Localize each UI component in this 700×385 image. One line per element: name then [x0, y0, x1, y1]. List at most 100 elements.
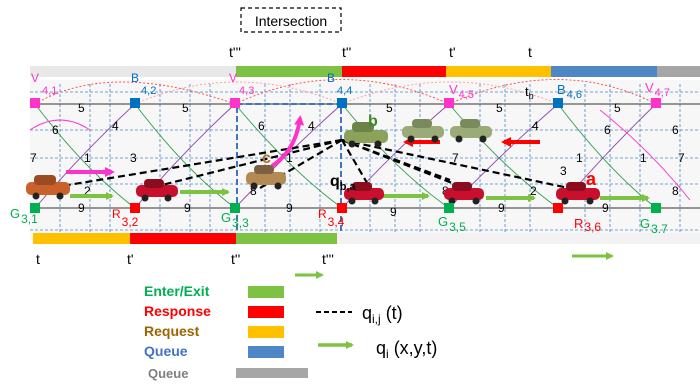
node-r36: R3,6 [553, 203, 601, 234]
vehicle-label-b: b [368, 113, 378, 130]
legend-item-enter-exit: Enter/Exit [144, 283, 284, 299]
car-a [556, 182, 600, 205]
bottom-timeline-bar [33, 233, 700, 244]
svg-text:qi,j (t): qi,j (t) [362, 303, 403, 326]
cell-number: 1 [84, 151, 91, 165]
svg-text:G3,1: G3,1 [10, 206, 38, 226]
bottom-bar-request [33, 233, 130, 244]
cell-number: 6 [672, 123, 679, 137]
svg-text:Queue: Queue [144, 343, 188, 359]
node-g33: G3,3 [221, 203, 249, 230]
top-time-labels: t''' t'' t' t [229, 44, 532, 60]
bottom-bar-response [130, 233, 236, 244]
svg-text:V4,1: V4,1 [31, 71, 57, 97]
node-b42: B4,2 [130, 71, 156, 108]
legend: Enter/Exit Response Request Queue Queue … [144, 283, 437, 381]
cell-number: 5 [386, 101, 393, 115]
node-v41: V4,1 [30, 71, 57, 108]
node-v45: V4,5 [444, 82, 474, 108]
tb-label: tb [525, 84, 534, 101]
cell-number: 4 [532, 119, 539, 133]
cell-number: 9 [390, 205, 397, 219]
svg-text:Enter/Exit: Enter/Exit [144, 283, 210, 299]
cell-number: 9 [78, 201, 85, 215]
cell-number: 3 [560, 164, 567, 178]
top-timeline-bar [30, 66, 700, 77]
cell-number: 9 [498, 201, 505, 215]
bottom-time-label: t'' [231, 251, 240, 267]
vehicle-label-a: a [586, 169, 597, 189]
lane-grid [30, 84, 700, 236]
top-bar-queue-gray [657, 66, 700, 77]
car-red-mid [444, 182, 484, 205]
svg-text:V4,3: V4,3 [229, 71, 254, 97]
cell-number: 7 [30, 151, 37, 165]
cell-number: 5 [496, 101, 503, 115]
cell-number: 4 [308, 119, 315, 133]
top-time-label: t [528, 44, 532, 60]
node-g37: G3,7 [640, 203, 668, 236]
svg-text:G3,5: G3,5 [438, 214, 466, 234]
legend-green-arrow: qi (x,y,t) [318, 338, 437, 361]
bottom-time-label: t''' [322, 251, 334, 267]
cell-number: 9 [184, 201, 191, 215]
cell-number: 6 [258, 119, 265, 133]
top-bar-queue-blue [551, 66, 657, 77]
legend-item-queue-blue: Queue [144, 343, 284, 359]
cell-number: 9 [602, 201, 609, 215]
node-v43: V4,3 [229, 71, 254, 108]
node-r32: R3,2 [112, 203, 140, 229]
svg-text:R3,4: R3,4 [318, 207, 345, 229]
svg-text:Response: Response [144, 303, 211, 319]
bottom-time-labels: t t' t'' t''' [36, 251, 334, 267]
cell-number: 5 [78, 101, 85, 115]
cars [26, 119, 600, 205]
top-time-label: t' [449, 44, 456, 60]
cell-number: 6 [604, 123, 611, 137]
car-orange-left [26, 175, 70, 200]
svg-text:B4,6: B4,6 [557, 82, 582, 101]
legend-item-response: Response [144, 303, 284, 319]
bottom-time-label: t [36, 251, 40, 267]
cell-number: 7 [452, 151, 459, 165]
cell-numbers: 5 6 4 7 1 3 2 9 5 9 6 4 1 8 9 5 9 8 7 5 … [30, 101, 685, 219]
cell-number: 1 [286, 151, 293, 165]
legend-item-queue-gray: Queue [148, 366, 308, 381]
node-v47: V4,7 [645, 80, 670, 108]
car-red [136, 179, 178, 202]
cell-number: 5 [182, 101, 189, 115]
q-ij-lines [49, 138, 579, 192]
cell-number: 2 [84, 184, 91, 198]
car-b [344, 122, 388, 148]
car-red-small [344, 182, 384, 205]
svg-text:Request: Request [144, 323, 200, 339]
top-bar-enter-exit [236, 66, 342, 77]
top-bar-response [342, 66, 446, 77]
cell-number: 4 [112, 119, 119, 133]
svg-text:G3,7: G3,7 [640, 216, 668, 236]
cell-number: 6 [52, 123, 59, 137]
svg-text:B4,2: B4,2 [131, 71, 156, 97]
q-ba-label: qb,a [330, 173, 357, 193]
car-green-2 [402, 119, 444, 143]
legend-dashed-line: qi,j (t) [316, 303, 403, 326]
top-nodes: V4,1 B4,2 V4,3 B4,4 V4,5 B4,6 V4,7 [30, 71, 670, 108]
bottom-bar-empty [337, 233, 700, 244]
node-r34: R3,4 [318, 203, 347, 229]
pink-motion-arrows [66, 115, 305, 177]
svg-text:B4,4: B4,4 [327, 71, 352, 97]
top-time-label: t'' [342, 44, 351, 60]
top-time-label: t''' [229, 44, 241, 60]
bottom-nodes: G3,1 R3,2 G3,3 R3,4 G3,5 R3,6 G3,7 [10, 203, 668, 236]
road-area [30, 80, 700, 240]
svg-text:V4,7: V4,7 [645, 80, 670, 99]
cell-number: 7 [678, 151, 685, 165]
svg-text:G3,3: G3,3 [221, 210, 249, 230]
cell-number: 9 [286, 201, 293, 215]
top-bar-request [446, 66, 551, 77]
intersection-label-box [240, 7, 342, 33]
svg-text:V4,5: V4,5 [449, 82, 474, 101]
svg-text:R3,2: R3,2 [112, 207, 139, 229]
svg-text:qi (x,y,t): qi (x,y,t) [376, 338, 437, 361]
